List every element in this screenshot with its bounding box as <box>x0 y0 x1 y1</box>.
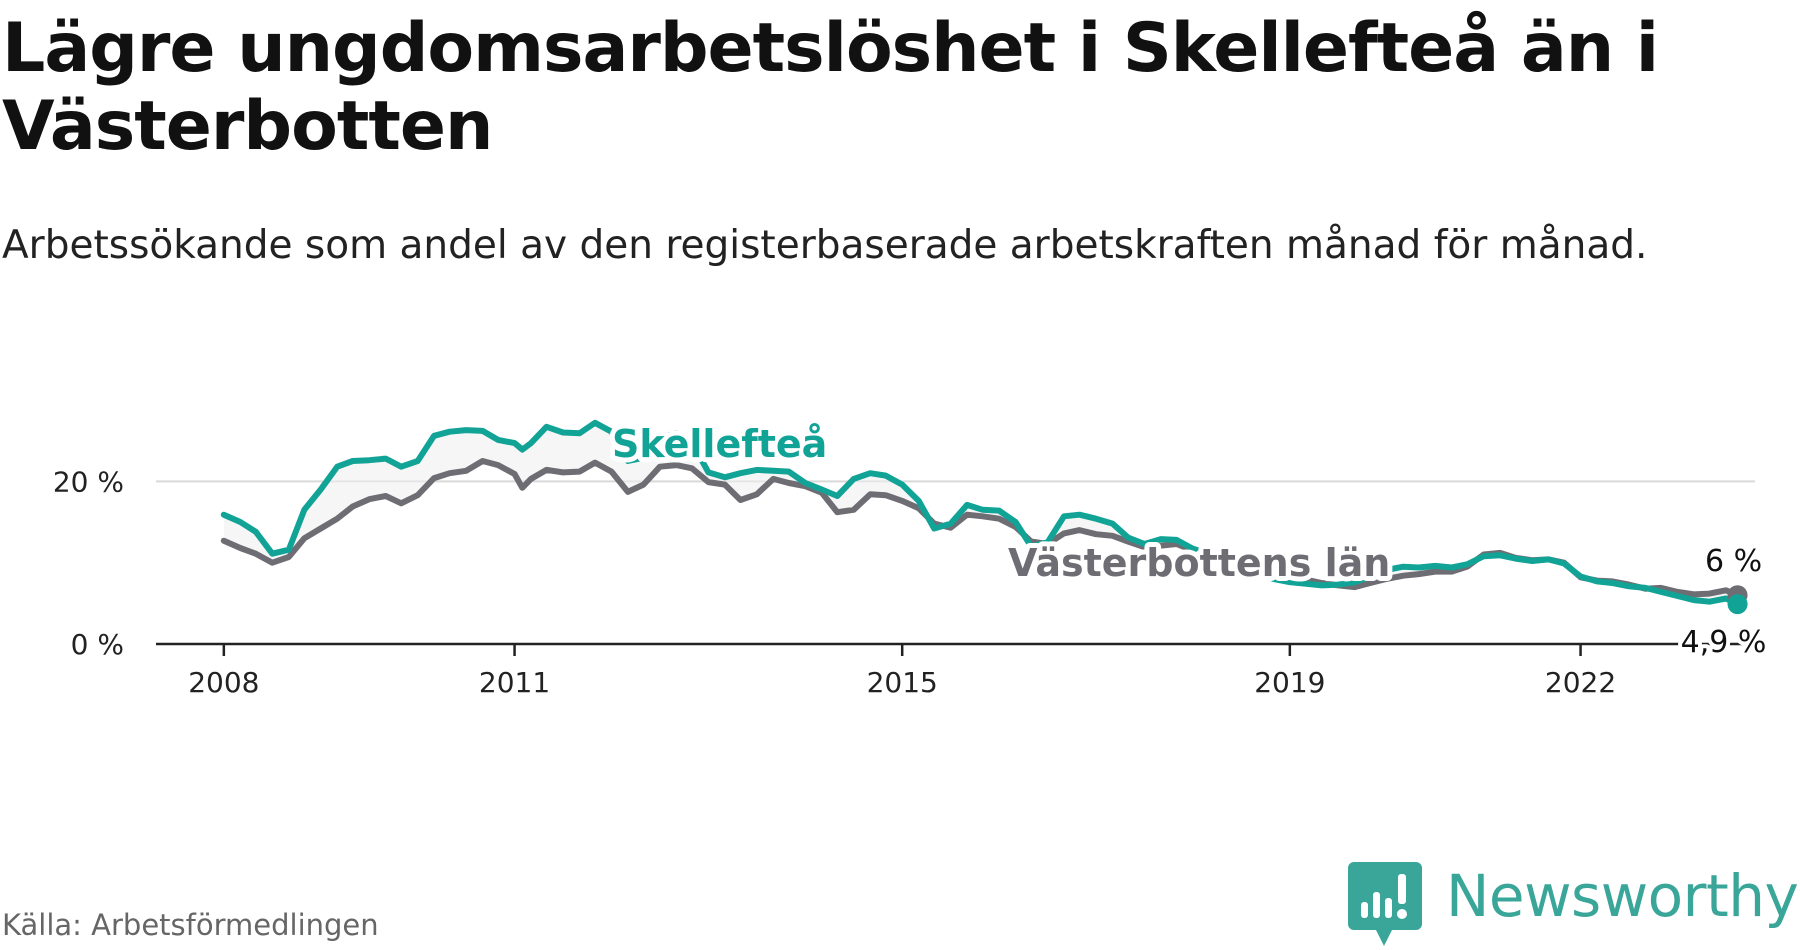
series-labels: Skellefteå Västerbottens län 6 % 4,9 % <box>607 417 1770 664</box>
axes: 0 % 20 % 2008 2011 2015 2019 2022 <box>53 465 1755 699</box>
series-line-skelleftea <box>220 419 1741 608</box>
y-tick-label-0: 0 % <box>71 628 124 661</box>
end-label-skelleftea: 4,9 % <box>1681 625 1767 660</box>
x-tick-label-2022: 2022 <box>1545 666 1616 699</box>
x-tick-label-2011: 2011 <box>479 666 550 699</box>
end-point-skelleftea <box>1727 594 1748 615</box>
y-tick-label-20: 20 % <box>53 465 124 498</box>
x-tick-label-2019: 2019 <box>1254 666 1325 699</box>
series-label-vasterbotten: Västerbottens län <box>1008 541 1390 585</box>
x-tick-label-2008: 2008 <box>188 666 259 699</box>
end-label-vasterbotten: 6 % <box>1705 544 1762 579</box>
chart-subtitle: Arbetssökande som andel av den registerb… <box>2 223 1648 268</box>
brand-name: Newsworthy <box>1446 862 1799 930</box>
series-label-skelleftea: Skellefteå <box>612 422 827 466</box>
source-note: Källa: Arbetsförmedlingen <box>2 908 379 942</box>
x-tick-label-2015: 2015 <box>867 666 938 699</box>
newsworthy-logo-icon <box>1348 862 1422 946</box>
series-lines <box>220 419 1748 615</box>
chart-title: Lägre ungdomsarbetslöshet i Skellefteå ä… <box>2 9 1659 166</box>
